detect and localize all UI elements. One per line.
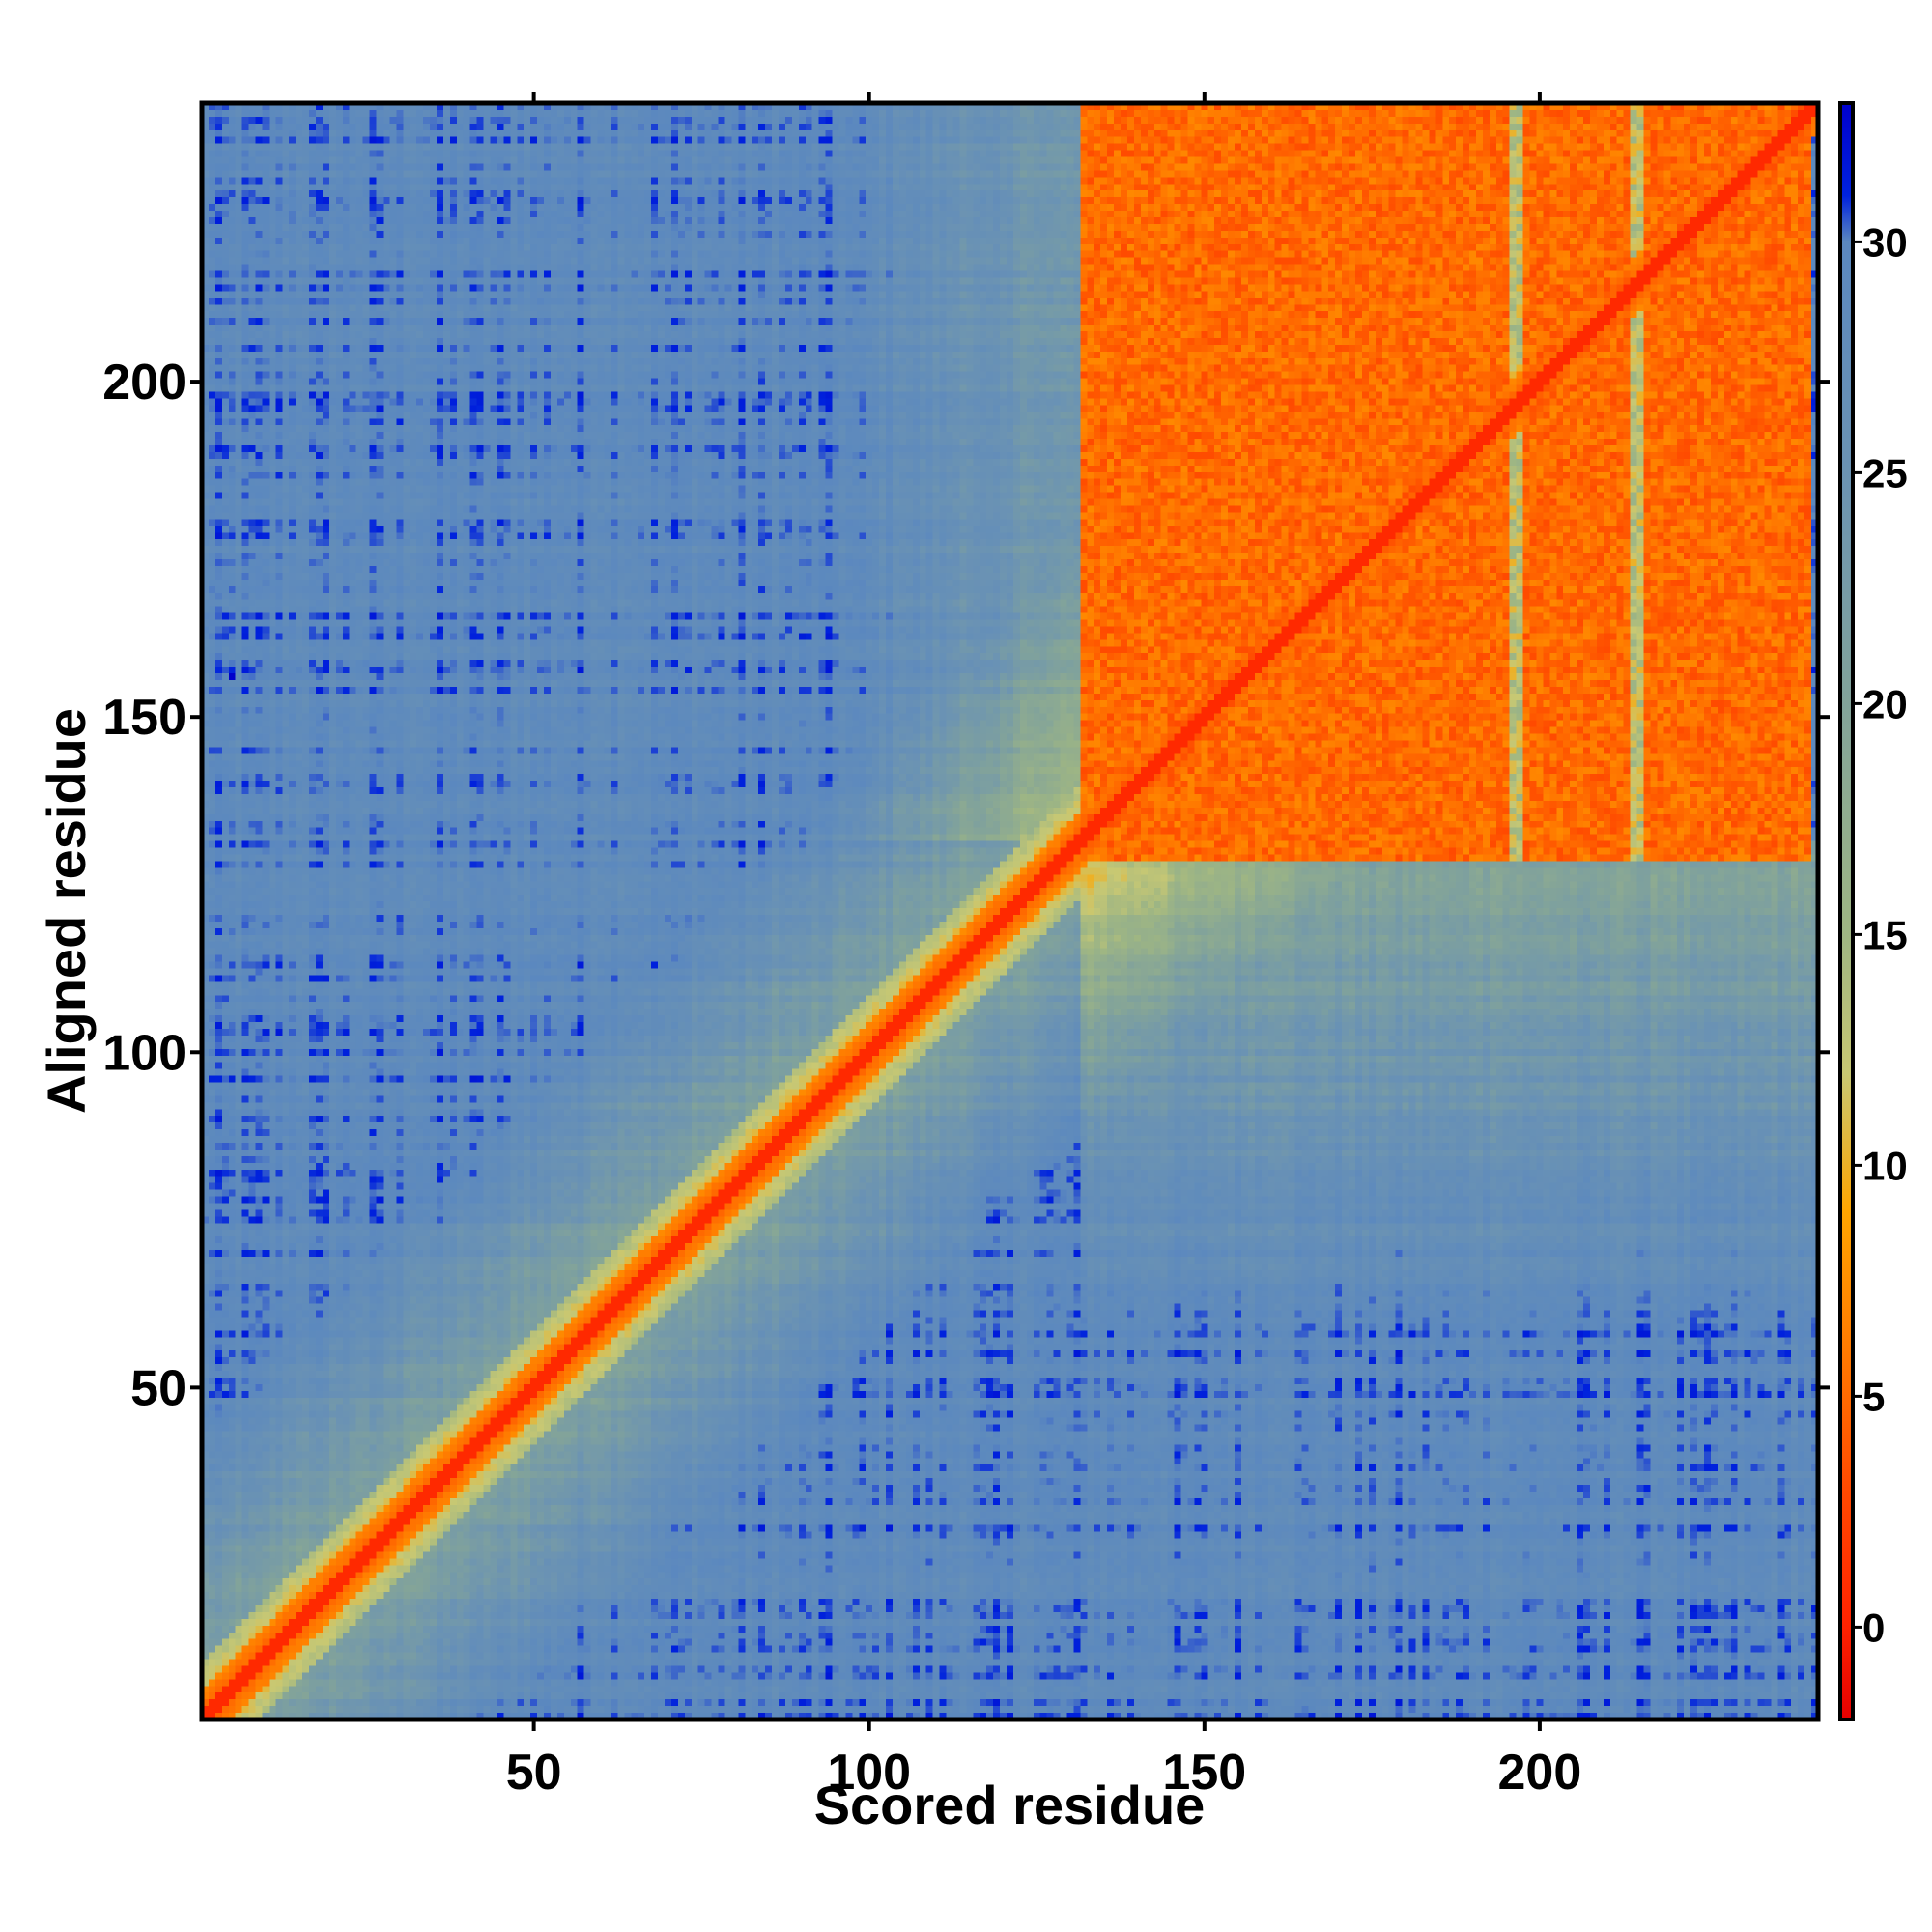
colorbar-tick-label: 5 — [1862, 1374, 1885, 1419]
colorbar-tick-label: 30 — [1862, 219, 1908, 265]
colorbar-tick-label: 0 — [1862, 1605, 1885, 1650]
x-tick-label: 200 — [1498, 1745, 1582, 1801]
y-axis-label: Aligned residue — [36, 708, 97, 1114]
heatmap-image — [202, 103, 1818, 1719]
y-tick-label: 150 — [102, 690, 186, 746]
heatmap-cells — [202, 103, 1818, 1719]
colorbar-ticks: 0 5 10 15 20 25 30 — [1853, 219, 1908, 1650]
x-axis-ticks: 50 100 150 200 — [506, 92, 1582, 1801]
plot-frame — [199, 100, 1821, 1722]
y-tick-label: 50 — [130, 1360, 186, 1416]
colorbar-tick-label: 20 — [1862, 681, 1908, 726]
colorbar: 0 5 10 15 20 25 30 — [1838, 101, 1908, 1721]
y-tick-label: 200 — [102, 355, 186, 411]
colorbar-tick-label: 25 — [1862, 450, 1908, 496]
x-tick-label: 150 — [1162, 1745, 1246, 1801]
y-axis-ticks: 50 100 150 200 — [102, 355, 1830, 1416]
colorbar-gradient — [1838, 101, 1855, 1721]
x-axis-label: Scored residue — [814, 1775, 1206, 1835]
colorbar-tick-label: 10 — [1862, 1143, 1908, 1188]
x-tick-label: 100 — [827, 1745, 911, 1801]
colorbar-tick-label: 15 — [1862, 912, 1908, 957]
y-tick-label: 100 — [102, 1025, 186, 1081]
x-tick-label: 50 — [506, 1745, 562, 1801]
